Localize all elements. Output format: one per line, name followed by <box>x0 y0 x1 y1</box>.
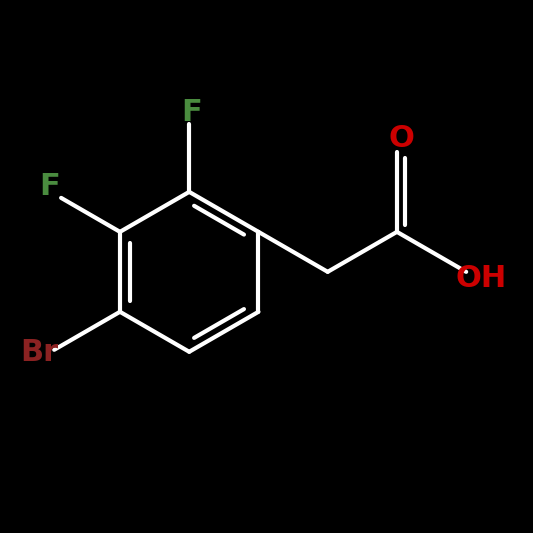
Text: OH: OH <box>456 264 507 293</box>
Text: F: F <box>39 172 60 200</box>
Text: Br: Br <box>20 338 58 367</box>
Text: F: F <box>182 98 202 127</box>
Text: O: O <box>388 124 414 153</box>
